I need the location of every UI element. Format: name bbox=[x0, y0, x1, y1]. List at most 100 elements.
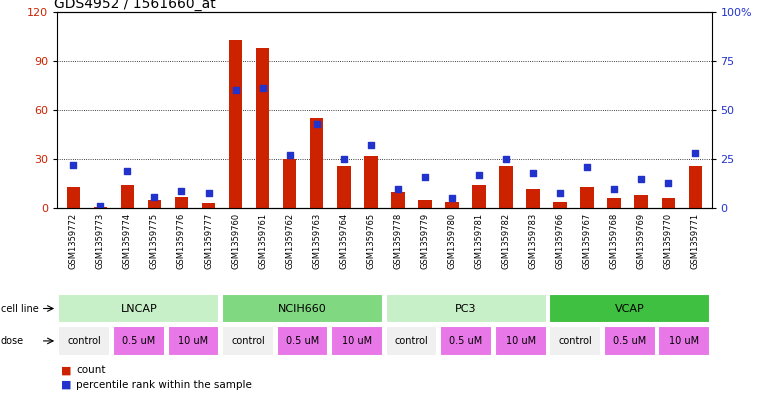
Point bbox=[67, 162, 79, 168]
Point bbox=[554, 189, 566, 196]
Bar bbox=[59, 326, 110, 356]
Text: GSM1359776: GSM1359776 bbox=[177, 213, 186, 269]
Point bbox=[419, 174, 431, 180]
Text: control: control bbox=[68, 336, 101, 346]
Bar bbox=[549, 326, 601, 356]
Text: percentile rank within the sample: percentile rank within the sample bbox=[76, 380, 252, 390]
Text: 10 uM: 10 uM bbox=[669, 336, 699, 346]
Text: 0.5 uM: 0.5 uM bbox=[286, 336, 319, 346]
Text: GSM1359770: GSM1359770 bbox=[664, 213, 673, 269]
Text: GSM1359773: GSM1359773 bbox=[96, 213, 105, 269]
Bar bbox=[603, 326, 656, 356]
Bar bbox=[283, 159, 297, 208]
Point bbox=[581, 164, 594, 170]
Text: GSM1359779: GSM1359779 bbox=[420, 213, 429, 269]
Text: GSM1359761: GSM1359761 bbox=[258, 213, 267, 269]
Text: control: control bbox=[559, 336, 592, 346]
Text: control: control bbox=[231, 336, 265, 346]
Text: GSM1359772: GSM1359772 bbox=[68, 213, 78, 269]
Bar bbox=[386, 326, 438, 356]
Text: GSM1359764: GSM1359764 bbox=[339, 213, 349, 269]
Bar bbox=[113, 326, 165, 356]
Text: GSM1359763: GSM1359763 bbox=[312, 213, 321, 269]
Text: 10 uM: 10 uM bbox=[342, 336, 372, 346]
Point bbox=[446, 195, 458, 202]
Text: cell line: cell line bbox=[1, 303, 39, 314]
Text: NCIH660: NCIH660 bbox=[278, 303, 327, 314]
Bar bbox=[607, 198, 621, 208]
Bar bbox=[276, 326, 329, 356]
Point bbox=[94, 203, 107, 209]
Point bbox=[527, 170, 539, 176]
Text: GSM1359782: GSM1359782 bbox=[501, 213, 511, 269]
Bar bbox=[391, 192, 405, 208]
Point bbox=[310, 121, 323, 127]
Point bbox=[473, 172, 485, 178]
Text: GSM1359760: GSM1359760 bbox=[231, 213, 240, 269]
Point bbox=[608, 185, 620, 192]
Text: GSM1359783: GSM1359783 bbox=[529, 213, 537, 269]
Bar bbox=[386, 294, 546, 323]
Point bbox=[338, 156, 350, 162]
Point bbox=[202, 189, 215, 196]
Bar bbox=[495, 326, 546, 356]
Point bbox=[689, 150, 702, 156]
Bar bbox=[229, 40, 242, 208]
Text: 0.5 uM: 0.5 uM bbox=[450, 336, 482, 346]
Bar bbox=[499, 166, 513, 208]
Text: count: count bbox=[76, 365, 106, 375]
Bar bbox=[689, 166, 702, 208]
Text: GSM1359780: GSM1359780 bbox=[447, 213, 457, 269]
Text: GSM1359775: GSM1359775 bbox=[150, 213, 159, 269]
Bar bbox=[222, 294, 383, 323]
Bar bbox=[635, 195, 648, 208]
Bar bbox=[445, 202, 459, 208]
Text: ■: ■ bbox=[61, 365, 72, 375]
Point bbox=[256, 85, 269, 92]
Point bbox=[365, 142, 377, 149]
Text: 10 uM: 10 uM bbox=[505, 336, 536, 346]
Text: GSM1359777: GSM1359777 bbox=[204, 213, 213, 269]
Bar bbox=[472, 185, 486, 208]
Text: GSM1359771: GSM1359771 bbox=[691, 213, 700, 269]
Text: GSM1359769: GSM1359769 bbox=[637, 213, 646, 269]
Bar bbox=[527, 189, 540, 208]
Point bbox=[284, 152, 296, 158]
Bar bbox=[310, 118, 323, 208]
Text: control: control bbox=[395, 336, 428, 346]
Point bbox=[175, 187, 187, 194]
Point bbox=[662, 180, 674, 186]
Point bbox=[121, 168, 133, 174]
Text: VCAP: VCAP bbox=[615, 303, 645, 314]
Bar bbox=[167, 326, 219, 356]
Text: 0.5 uM: 0.5 uM bbox=[613, 336, 646, 346]
Text: 10 uM: 10 uM bbox=[178, 336, 209, 346]
Point bbox=[392, 185, 404, 192]
Text: GSM1359768: GSM1359768 bbox=[610, 213, 619, 269]
Text: LNCAP: LNCAP bbox=[120, 303, 158, 314]
Point bbox=[230, 87, 242, 94]
Bar bbox=[418, 200, 431, 208]
Text: 0.5 uM: 0.5 uM bbox=[123, 336, 155, 346]
Text: GDS4952 / 1561660_at: GDS4952 / 1561660_at bbox=[54, 0, 215, 11]
Bar bbox=[202, 204, 215, 208]
Bar bbox=[331, 326, 383, 356]
Bar bbox=[94, 207, 107, 208]
Point bbox=[148, 193, 161, 200]
Bar bbox=[549, 294, 710, 323]
Text: GSM1359781: GSM1359781 bbox=[474, 213, 483, 269]
Text: GSM1359765: GSM1359765 bbox=[366, 213, 375, 269]
Bar bbox=[222, 326, 274, 356]
Text: GSM1359762: GSM1359762 bbox=[285, 213, 295, 269]
Point bbox=[500, 156, 512, 162]
Bar bbox=[148, 200, 161, 208]
Text: GSM1359766: GSM1359766 bbox=[556, 213, 565, 269]
Bar bbox=[337, 166, 351, 208]
Bar bbox=[581, 187, 594, 208]
Bar bbox=[661, 198, 675, 208]
Bar bbox=[256, 48, 269, 208]
Bar bbox=[364, 156, 377, 208]
Bar bbox=[175, 197, 188, 208]
Bar bbox=[121, 185, 134, 208]
Text: ■: ■ bbox=[61, 380, 72, 390]
